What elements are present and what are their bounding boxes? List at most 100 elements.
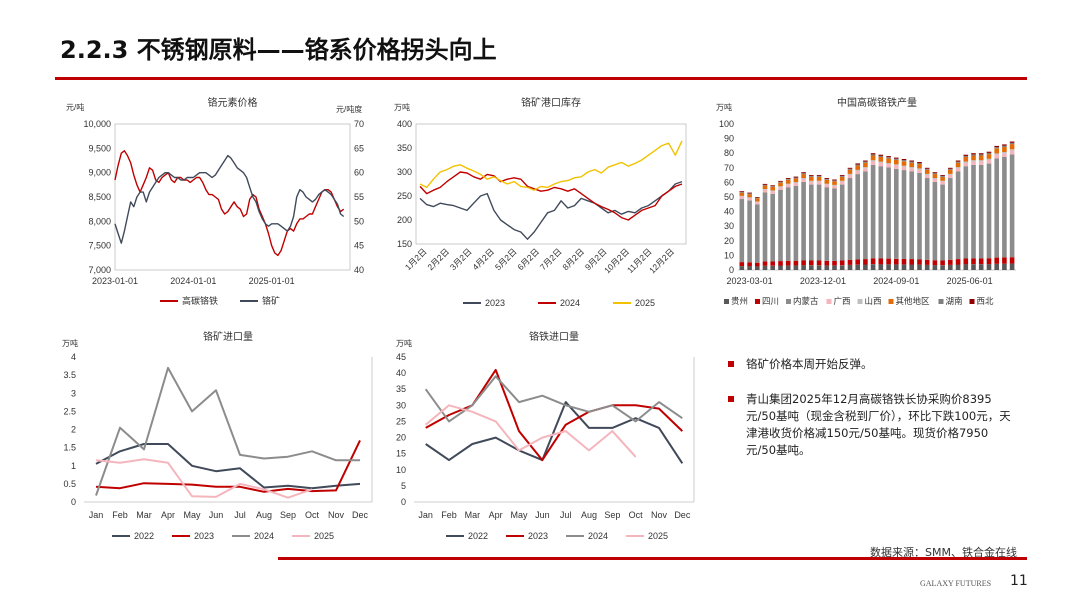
y-tick-label: 3.5 [63, 370, 76, 380]
y-axis-label-left: 元/吨 [66, 102, 84, 112]
x-tick-label: Apr [161, 510, 175, 520]
bar-segment-西北 [778, 180, 783, 182]
bar-segment-四川 [955, 259, 961, 265]
bar-segment-山西 [932, 178, 938, 179]
bar-segment-广西 [847, 175, 853, 179]
x-tick-label: Feb [112, 510, 128, 520]
bar-segment-湖南 [809, 176, 814, 177]
bar-segment-西北 [955, 160, 961, 162]
bar-segment-西北 [894, 157, 899, 159]
legend-label: 内蒙古 [793, 296, 819, 306]
chart-hc-ferrochrome-output: 中国高碳铬铁产量 万吨 0 10 20 30 40 50 60 70 80 90 100 2023-03-… [716, 96, 1016, 306]
bar-segment-其他地区 [901, 161, 907, 166]
bar-segment-四川 [809, 260, 814, 266]
bar-segment-其他地区 [940, 177, 945, 181]
bar-segment-内蒙古 [863, 171, 868, 259]
bar-segment-其他地区 [924, 169, 930, 174]
bar-segment-广西 [1009, 150, 1015, 155]
bar-segment-其他地区 [839, 177, 845, 181]
bar-segment-广西 [832, 185, 837, 189]
bar-segment-西北 [917, 162, 922, 164]
series-line-2024 [424, 375, 683, 423]
bar-segment-山西 [739, 195, 745, 197]
page-number: 11 [1010, 573, 1028, 589]
chart-title: 铬矿进口量 [203, 330, 253, 343]
bar-segment-内蒙古 [901, 170, 907, 259]
legend-label: 2024 [588, 531, 608, 541]
bar-segment-西北 [1002, 144, 1007, 146]
bar-segment-四川 [770, 261, 775, 266]
x-tick-label: Feb [441, 510, 457, 520]
bar-segment-其他地区 [770, 187, 775, 191]
bar-segment-贵州 [909, 264, 914, 270]
legend-label: 高碳铬铁 [182, 295, 218, 306]
bar-segment-内蒙古 [963, 166, 969, 259]
bar-segment-其他地区 [978, 155, 984, 161]
bar-segment-四川 [739, 262, 745, 266]
x-tick-label: 3月2日 [448, 246, 474, 272]
bar-segment-内蒙古 [755, 204, 760, 263]
bar-segment-其他地区 [955, 162, 961, 168]
bar-segment-四川 [778, 261, 783, 266]
bar-segment-贵州 [917, 264, 922, 270]
x-tick-label: May [183, 510, 201, 520]
legend-label: 2022 [468, 531, 488, 541]
x-tick-label: 6月2日 [515, 246, 541, 272]
bar-segment-其他地区 [986, 154, 992, 159]
bar-segment-其他地区 [863, 162, 868, 168]
bar-segment-内蒙古 [824, 187, 830, 261]
bar-segment-湖南 [971, 154, 976, 156]
legend-label: 2025 [314, 531, 334, 541]
y-tick-label: 20 [724, 236, 734, 246]
y-tick-label: 5 [401, 481, 406, 491]
bar-segment-山西 [847, 173, 853, 175]
bullet-list: 铬矿价格本周开始反弹。 青山集团2025年12月高碳铬铁长协采购价8395元/5… [726, 356, 1016, 477]
bar-segment-其他地区 [793, 178, 799, 183]
chart-title: 铬矿港口库存 [521, 96, 581, 109]
bar-segment-四川 [940, 260, 945, 266]
series-line-2023 [95, 439, 361, 493]
bar-segment-四川 [863, 259, 868, 265]
bar-segment-广西 [940, 181, 945, 185]
x-tick-label: 1月2日 [403, 246, 429, 272]
bar-segment-广西 [878, 162, 884, 167]
bullet-text: 青山集团2025年12月高碳铬铁长协采购价8395元/50基吨（现金含税到厂价）… [746, 392, 1011, 457]
bar-segment-贵州 [932, 265, 938, 270]
bar-segment-其他地区 [801, 174, 806, 178]
bar-segment-湖南 [824, 178, 830, 180]
y-axis-label: 万吨 [62, 338, 78, 348]
x-tick-label: Jun [209, 510, 224, 520]
bar-segment-内蒙古 [801, 182, 806, 261]
y-tick-label: 35 [396, 384, 406, 394]
bar-segment-贵州 [924, 264, 930, 270]
bar-segment-湖南 [793, 177, 799, 179]
bar-segment-湖南 [839, 176, 845, 177]
bar-segment-西北 [847, 167, 853, 169]
bar-segment-湖南 [832, 180, 837, 182]
y-tick-label: 80 [724, 148, 734, 158]
y-tick-label: 40 [396, 368, 406, 378]
bar-segment-四川 [901, 258, 907, 265]
bar-segment-贵州 [894, 264, 899, 270]
legend-swatch [857, 299, 863, 304]
x-tick-label: Aug [581, 510, 597, 520]
bar-segment-西北 [816, 175, 822, 176]
x-tick-label: 2023-01-01 [92, 276, 138, 286]
bar-segment-四川 [909, 259, 914, 265]
bar-segment-内蒙古 [971, 164, 976, 259]
chart-title: 中国高碳铬铁产量 [837, 96, 917, 109]
bar-segment-湖南 [917, 163, 922, 165]
y-tick-label-left: 7,500 [88, 241, 111, 251]
bar-segment-四川 [948, 259, 953, 265]
x-tick-label: 2月2日 [425, 246, 451, 272]
bar-segment-山西 [886, 163, 891, 165]
bar-segment-广西 [785, 184, 791, 188]
x-tick-label: 2024-09-01 [873, 276, 919, 286]
bar-segment-贵州 [755, 266, 760, 270]
x-tick-label: Oct [305, 510, 320, 520]
y-tick-label-left: 7,000 [88, 265, 111, 275]
plot-frame [415, 123, 687, 245]
bar-segment-湖南 [801, 173, 806, 175]
bar-segment-湖南 [770, 186, 775, 187]
